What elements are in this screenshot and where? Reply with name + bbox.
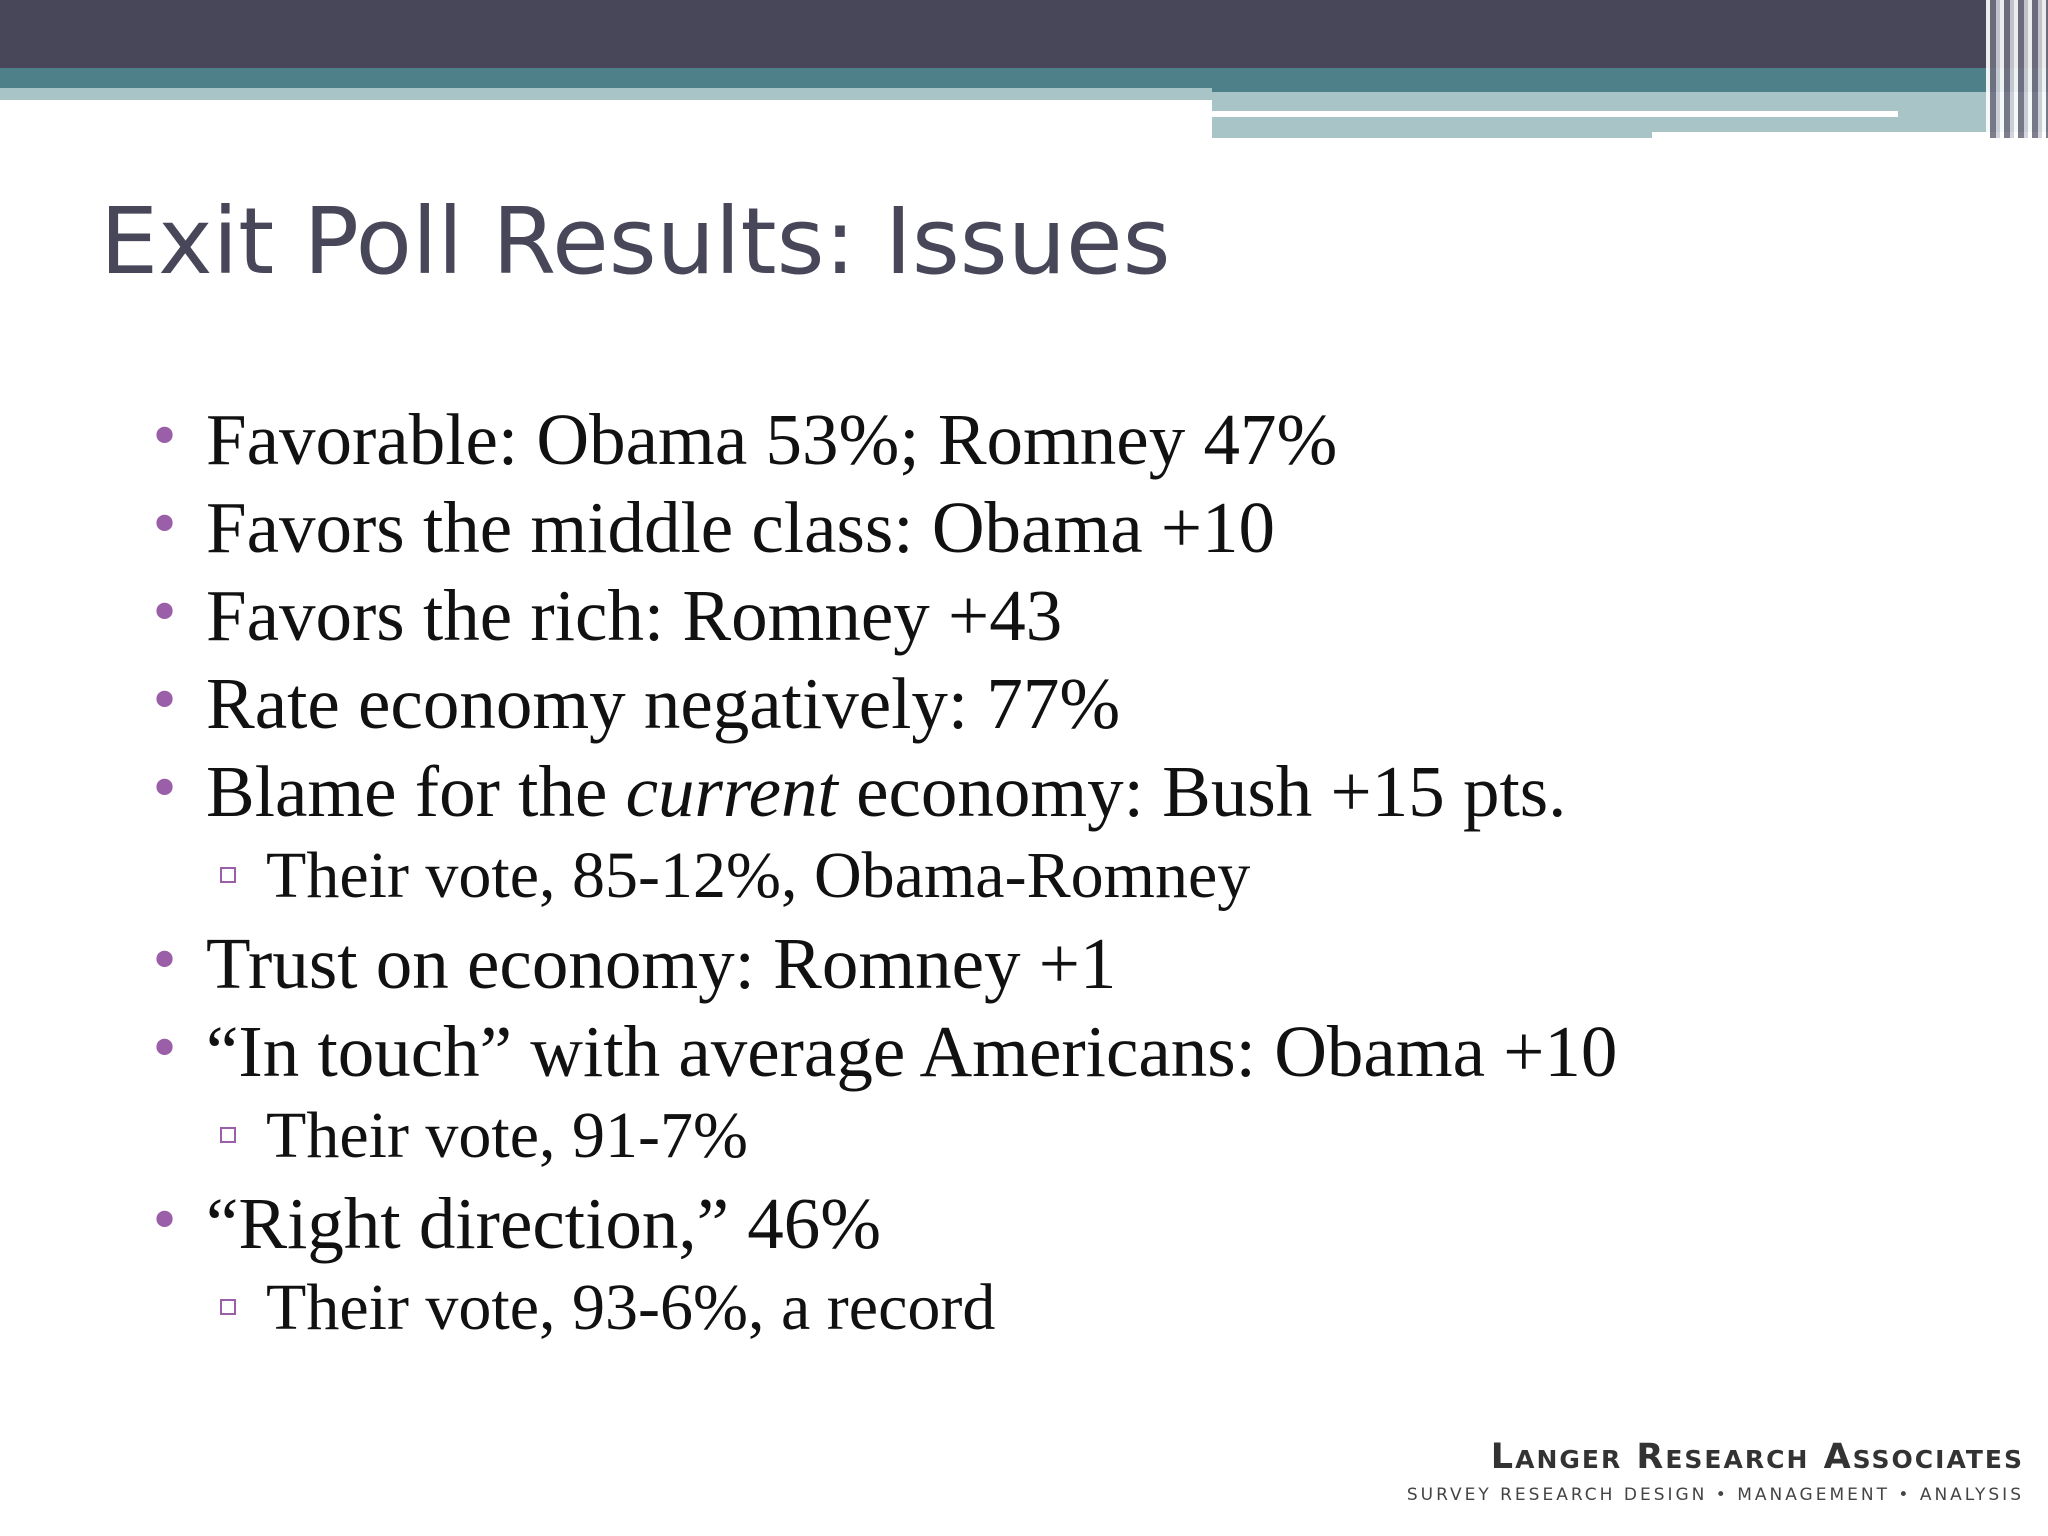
header-line	[1652, 132, 2048, 140]
bullet-dot-icon: •	[148, 757, 182, 822]
company-logo: Langer Research Associates SURVEY RESEAR…	[1406, 1437, 2024, 1506]
slide-title: Exit Poll Results: Issues	[100, 188, 1171, 295]
sub-bullet-item: Their vote, 85-12%, Obama-Romney	[220, 838, 1250, 914]
header-bar-light-left	[0, 88, 1212, 100]
bullet-dot-icon: •	[148, 581, 182, 646]
logo-tagline: SURVEY RESEARCH DESIGN • MANAGEMENT • AN…	[1406, 1485, 2024, 1505]
sub-bullet-text: Their vote, 91-7%	[266, 1099, 749, 1172]
header-bar-dark	[0, 0, 2048, 68]
bullet-text-part: Blame for the	[206, 751, 626, 832]
bullet-item: • Favors the rich: Romney +43	[148, 574, 1062, 658]
sub-bullet-text: Their vote, 85-12%, Obama-Romney	[266, 839, 1251, 912]
bullet-text-emphasis: current	[625, 751, 838, 832]
bullet-dot-icon: •	[148, 493, 182, 558]
bullet-dot-icon: •	[148, 1017, 182, 1082]
bullet-dot-icon: •	[148, 669, 182, 734]
bullet-text: Trust on economy: Romney +1	[206, 923, 1117, 1004]
bullet-item: • Rate economy negatively: 77%	[148, 662, 1120, 746]
header-stripes	[1986, 0, 2048, 138]
bullet-dot-icon: •	[148, 405, 182, 470]
sub-bullet-text: Their vote, 93-6%, a record	[266, 1271, 996, 1344]
bullet-item: • Favorable: Obama 53%; Romney 47%	[148, 398, 1337, 482]
bullet-item: • Trust on economy: Romney +1	[148, 922, 1116, 1006]
bullet-item: • Favors the middle class: Obama +10	[148, 486, 1275, 570]
bullet-text: Favorable: Obama 53%; Romney 47%	[206, 399, 1338, 480]
bullet-text-part: economy: Bush +15 pts.	[837, 751, 1567, 832]
bullet-text: “In touch” with average Americans: Obama…	[206, 1011, 1618, 1092]
bullet-dot-icon: •	[148, 1189, 182, 1254]
bullet-item: • Blame for the current economy: Bush +15…	[148, 750, 1566, 834]
sub-bullet-item: Their vote, 91-7%	[220, 1098, 748, 1174]
header-line	[1212, 111, 1898, 117]
square-bullet-icon	[220, 1127, 236, 1143]
bullet-item: • “In touch” with average Americans: Obam…	[148, 1010, 1617, 1094]
bullet-text: “Right direction,” 46%	[206, 1183, 882, 1264]
square-bullet-icon	[220, 1299, 236, 1315]
bullet-dot-icon: •	[148, 929, 182, 994]
bullet-text: Rate economy negatively: 77%	[206, 663, 1121, 744]
bullet-text: Favors the middle class: Obama +10	[206, 487, 1276, 568]
square-bullet-icon	[220, 867, 236, 883]
sub-bullet-item: Their vote, 93-6%, a record	[220, 1270, 995, 1346]
bullet-item: • “Right direction,” 46%	[148, 1182, 881, 1266]
bullet-text: Favors the rich: Romney +43	[206, 575, 1063, 656]
logo-name: Langer Research Associates	[1490, 1437, 2024, 1477]
